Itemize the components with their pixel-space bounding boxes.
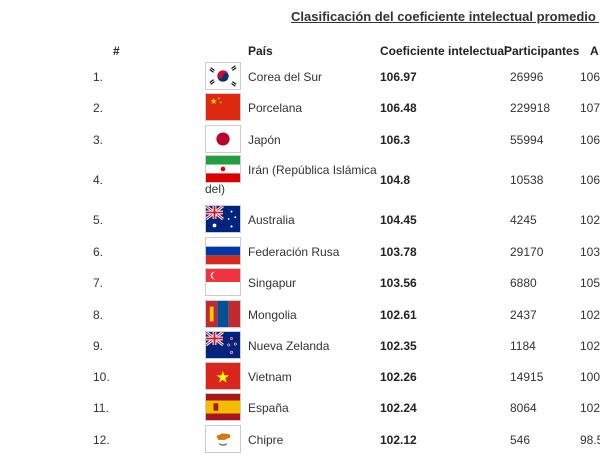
japan-flag-icon [205, 125, 241, 153]
avg-value: 106. [580, 133, 600, 147]
rank: 5. [93, 213, 104, 227]
iq-value: 102.24 [380, 401, 417, 415]
header-avg: A [590, 44, 599, 58]
rank: 2. [93, 101, 104, 115]
avg-value: 106. [580, 173, 600, 187]
country-name: Vietnam [248, 370, 292, 384]
china-flag-icon: ★ ★ ★ [205, 93, 241, 121]
rank: 12. [93, 433, 110, 447]
iq-value: 103.56 [380, 276, 417, 290]
rank: 11. [93, 401, 109, 415]
country-name: Irán (República Islámica [248, 163, 377, 177]
iran-flag-icon [205, 155, 241, 183]
country-name: Porcelana [248, 101, 303, 115]
svg-text:★: ★ [217, 97, 221, 101]
avg-value: 102. [580, 213, 600, 227]
header-iq: Coeficiente intelectual [380, 44, 508, 58]
country-name: Nueva Zelanda [248, 339, 330, 353]
participants-value: 6880 [510, 276, 537, 290]
rank: 6. [93, 245, 104, 259]
rank: 1. [93, 70, 104, 84]
svg-text:★: ★ [215, 370, 229, 387]
participants-value: 2437 [510, 308, 537, 322]
country-name: España [248, 401, 289, 415]
participants-value: 14915 [510, 370, 544, 384]
rank: 7. [93, 276, 104, 290]
svg-text:★: ★ [219, 100, 223, 104]
country-name: Corea del Sur [248, 70, 323, 84]
country-name: Federación Rusa [248, 245, 340, 259]
iq-value: 106.97 [380, 70, 417, 84]
spain-flag-icon [205, 393, 241, 421]
header-rank: # [113, 44, 120, 58]
participants-value: 10538 [510, 173, 544, 187]
participants-value: 1184 [510, 339, 536, 353]
iq-value: 106.48 [380, 101, 417, 115]
avg-value: 103. [580, 245, 600, 259]
iq-value: 102.26 [380, 370, 417, 384]
participants-value: 29170 [510, 245, 544, 259]
vietnam-flag-icon: ★ [205, 362, 241, 390]
participants-value: 4245 [510, 213, 537, 227]
page-title: Clasificación del coeficiente intelectua… [291, 9, 600, 24]
country-name-continued: del) [205, 182, 226, 196]
svg-text:★: ★ [210, 96, 218, 106]
country-name: Japón [248, 133, 281, 147]
header-participants: Participantes [504, 44, 580, 58]
country-name: Mongolia [248, 308, 297, 322]
avg-value: 105. [580, 276, 600, 290]
iq-value: 102.35 [380, 339, 417, 353]
south-korea-flag-icon [205, 62, 241, 90]
participants-value: 8064 [510, 401, 537, 415]
participants-value: 546 [510, 433, 531, 447]
country-name: Australia [248, 213, 295, 227]
rank: 9. [93, 339, 104, 353]
participants-value: 55994 [510, 133, 544, 147]
cyprus-flag-icon [205, 425, 241, 453]
iq-value: 102.61 [380, 308, 417, 322]
new-zealand-flag-icon [205, 331, 241, 359]
avg-value: 107. [580, 101, 600, 115]
country-name: Chipre [248, 433, 284, 447]
rank: 8. [93, 308, 104, 322]
australia-flag-icon [205, 205, 241, 233]
avg-value: 106. [580, 70, 600, 84]
avg-value: 98.5 [580, 433, 600, 447]
rank: 3. [93, 133, 104, 147]
rank: 4. [93, 173, 104, 187]
avg-value: 102. [580, 401, 600, 415]
avg-value: 102. [580, 339, 600, 353]
singapore-flag-icon [205, 268, 241, 296]
avg-value: 100. [580, 370, 600, 384]
iq-value: 103.78 [380, 245, 417, 259]
iq-value: 104.8 [380, 173, 411, 187]
participants-value: 229918 [510, 101, 551, 115]
iq-value: 102.12 [380, 433, 417, 447]
russia-flag-icon [205, 237, 241, 265]
country-name: Singapur [248, 276, 297, 290]
iq-value: 106.3 [380, 133, 411, 147]
mongolia-flag-icon [205, 300, 241, 328]
participants-value: 26996 [510, 70, 544, 84]
rank: 10. [93, 370, 110, 384]
header-country: País [248, 44, 273, 58]
iq-value: 104.45 [380, 213, 417, 227]
avg-value: 102. [580, 308, 600, 322]
